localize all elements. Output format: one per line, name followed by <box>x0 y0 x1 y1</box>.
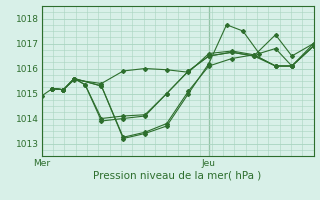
X-axis label: Pression niveau de la mer( hPa ): Pression niveau de la mer( hPa ) <box>93 171 262 181</box>
